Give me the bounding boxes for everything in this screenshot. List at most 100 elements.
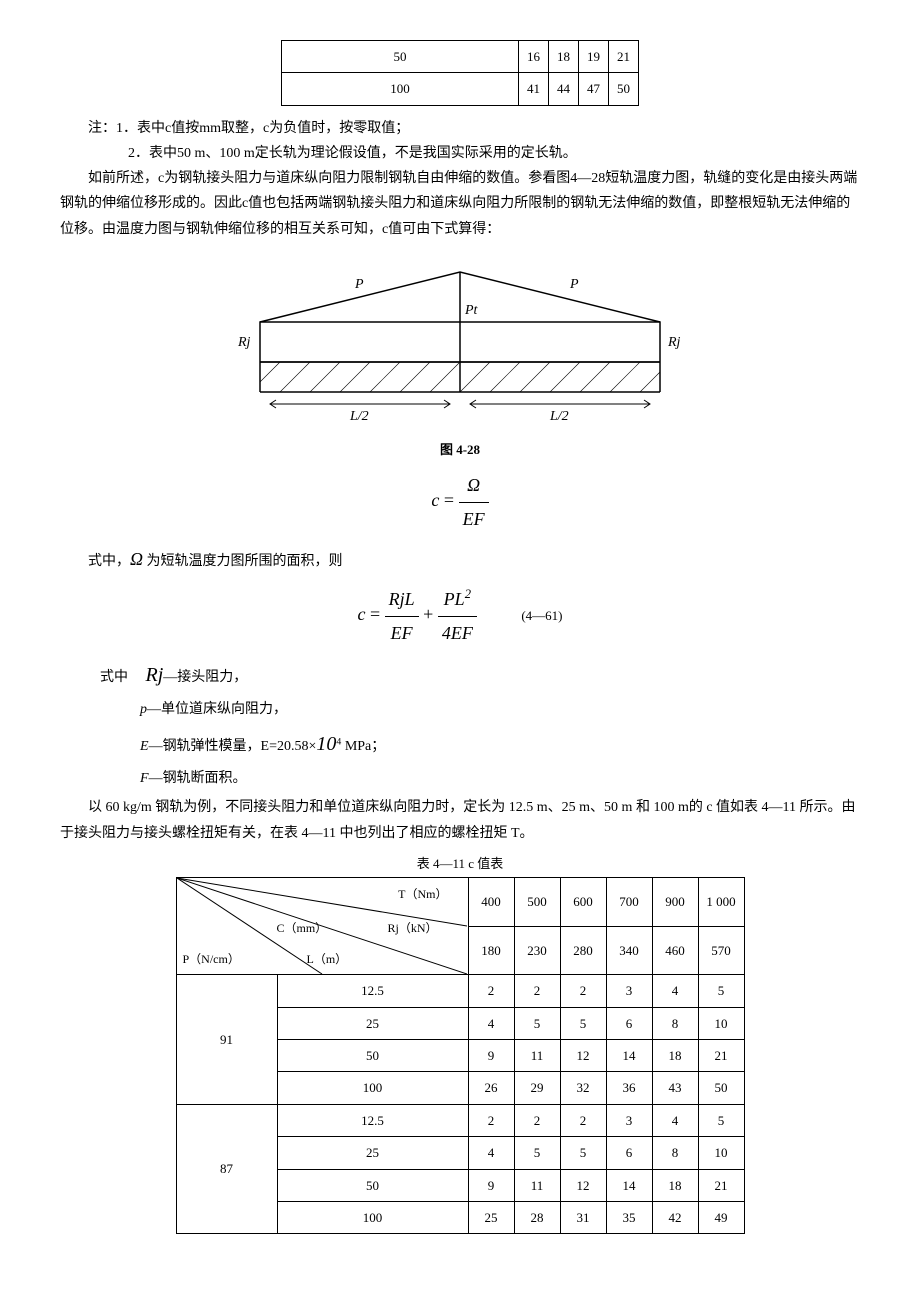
table-4-11-title: 表 4—11 c 值表	[60, 852, 860, 875]
omega-symbol: Ω	[130, 549, 143, 569]
formula-num: Ω	[459, 469, 489, 502]
p-text: —单位道床纵向阻力，	[147, 702, 287, 717]
c-val: 2	[468, 1104, 514, 1136]
c-val: 11	[514, 1169, 560, 1201]
c-val: 35	[606, 1201, 652, 1233]
F-symbol: F	[140, 771, 149, 786]
T-val: 700	[606, 878, 652, 927]
T-val: 600	[560, 878, 606, 927]
T-val: 400	[468, 878, 514, 927]
c-val: 4	[468, 1137, 514, 1169]
c-val: 14	[606, 1169, 652, 1201]
c-val: 8	[652, 1007, 698, 1039]
L-val: 50	[277, 1169, 468, 1201]
hdr-L: L（m）	[307, 949, 348, 971]
c-val: 28	[514, 1201, 560, 1233]
top-table-fragment: 50 16 18 19 21 100 41 44 47 50	[281, 40, 639, 106]
c-val: 2	[514, 1104, 560, 1136]
top-row-label: 100	[282, 73, 519, 105]
T-val: 1 000	[698, 878, 744, 927]
c-val: 2	[514, 975, 560, 1007]
c-val: 6	[606, 1007, 652, 1039]
paragraph-1: 如前所述，c为钢轨接头阻力与道床纵向阻力限制钢轨自由伸缩的数值。参看图4—28短…	[60, 166, 860, 242]
label-P-left: P	[354, 277, 364, 292]
Rj-text: —接头阻力，	[163, 670, 247, 685]
c-val: 31	[560, 1201, 606, 1233]
c-val: 10	[698, 1007, 744, 1039]
Rj-val: 230	[514, 926, 560, 975]
para2-post: 为短轨温度力图所围的面积，则	[143, 554, 343, 569]
c-val: 43	[652, 1072, 698, 1104]
hdr-C: C（mm）	[277, 918, 328, 940]
c-val: 36	[606, 1072, 652, 1104]
c-val: 4	[468, 1007, 514, 1039]
Rj-val: 180	[468, 926, 514, 975]
Rj-symbol: Rj	[146, 664, 164, 686]
p-symbol: p	[140, 702, 147, 717]
c-val: 32	[560, 1072, 606, 1104]
c-val: 5	[698, 1104, 744, 1136]
cell: 16	[519, 41, 549, 73]
L-val: 100	[277, 1072, 468, 1104]
formula2-t1-num: RjL	[385, 583, 419, 616]
formula2-t2-den: 4EF	[438, 617, 477, 649]
Rj-val: 340	[606, 926, 652, 975]
c-val: 5	[514, 1007, 560, 1039]
c-val: 29	[514, 1072, 560, 1104]
cell: 41	[519, 73, 549, 105]
L-val: 25	[277, 1137, 468, 1169]
formula2-t1-den: EF	[385, 617, 419, 649]
c-val: 6	[606, 1137, 652, 1169]
c-val: 14	[606, 1039, 652, 1071]
paragraph-omega: 式中，Ω 为短轨温度力图所围的面积，则	[60, 543, 860, 575]
E-text-pre: —钢轨弹性模量，E=20.58×	[149, 739, 317, 754]
c-val: 8	[652, 1137, 698, 1169]
c-val: 21	[698, 1169, 744, 1201]
c-val: 2	[560, 975, 606, 1007]
para2-pre: 式中，	[88, 554, 130, 569]
P-val: 87	[176, 1104, 277, 1234]
label-L2-left: L/2	[349, 409, 369, 424]
c-val: 5	[698, 975, 744, 1007]
c-val: 21	[698, 1039, 744, 1071]
c-val: 4	[652, 975, 698, 1007]
c-val: 2	[560, 1104, 606, 1136]
L-val: 100	[277, 1201, 468, 1233]
formula2-t2-num: PL2	[438, 583, 477, 616]
T-val: 900	[652, 878, 698, 927]
label-Rj-right: Rj	[667, 335, 681, 350]
c-val: 5	[560, 1007, 606, 1039]
c-val: 12	[560, 1169, 606, 1201]
c-val: 5	[560, 1137, 606, 1169]
label-Pt: Pt	[464, 303, 479, 318]
E-symbol: E	[140, 739, 149, 754]
L-val: 12.5	[277, 975, 468, 1007]
equation-number: (4—61)	[521, 608, 562, 623]
L-val: 12.5	[277, 1104, 468, 1136]
P-val: 91	[176, 975, 277, 1105]
c-val: 26	[468, 1072, 514, 1104]
plus: +	[423, 604, 433, 624]
c-val: 49	[698, 1201, 744, 1233]
formula-den: EF	[459, 503, 489, 535]
E-base: 10	[316, 733, 336, 755]
c-val: 2	[468, 975, 514, 1007]
c-val: 18	[652, 1169, 698, 1201]
figure-caption: 图 4-28	[60, 438, 860, 461]
Rj-val: 280	[560, 926, 606, 975]
c-val: 25	[468, 1201, 514, 1233]
c-val: 3	[606, 1104, 652, 1136]
def-F: F—钢轨断面积。	[140, 766, 860, 791]
label-P-right: P	[569, 277, 579, 292]
L-val: 50	[277, 1039, 468, 1071]
defs-lead: 式中	[100, 670, 128, 685]
T-val: 500	[514, 878, 560, 927]
c-val: 3	[606, 975, 652, 1007]
paragraph-3: 以 60 kg/m 钢轨为例，不同接头阻力和单位道床纵向阻力时，定长为 12.5…	[60, 795, 860, 845]
hdr-P: P（N/cm）	[183, 949, 240, 971]
c-val: 10	[698, 1137, 744, 1169]
cell: 21	[609, 41, 639, 73]
cell: 19	[579, 41, 609, 73]
cell: 44	[549, 73, 579, 105]
label-Rj-left: Rj	[237, 335, 251, 350]
